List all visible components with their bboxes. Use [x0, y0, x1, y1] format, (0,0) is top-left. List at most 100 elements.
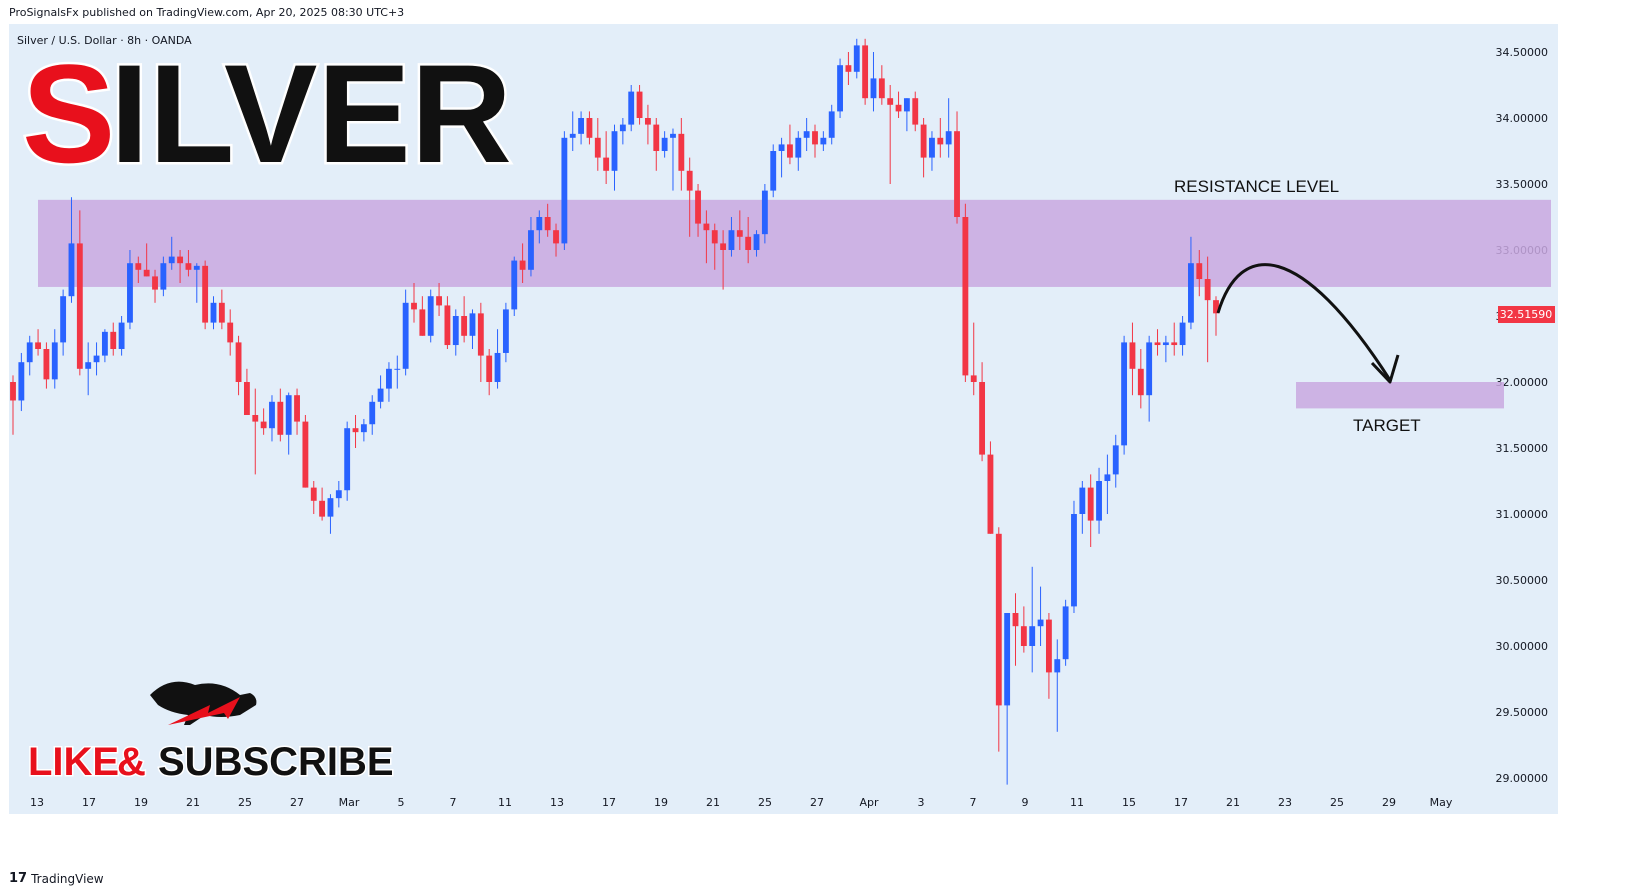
candle-body — [878, 78, 885, 99]
candle-body — [870, 78, 877, 99]
candle-body — [586, 118, 593, 138]
x-tick-label: 5 — [398, 796, 405, 809]
x-tick-label: May — [1430, 796, 1453, 809]
candle-body — [578, 118, 585, 134]
candle-body — [1129, 342, 1136, 369]
y-tick-label: 32.00000 — [1496, 376, 1549, 389]
candle-body — [644, 118, 651, 125]
candle-body — [1213, 300, 1219, 314]
candle-body — [43, 349, 50, 380]
x-tick-label: 19 — [654, 796, 668, 809]
candle-body — [1029, 626, 1036, 646]
candle-body — [594, 137, 601, 158]
x-tick-label: 25 — [758, 796, 772, 809]
x-tick-label: 7 — [970, 796, 977, 809]
candle-body — [787, 144, 793, 158]
candle-body — [1012, 613, 1019, 627]
y-tick-label: 30.50000 — [1496, 574, 1549, 587]
candle-body — [653, 124, 660, 151]
candle-body — [394, 368, 401, 370]
candle-body — [945, 131, 952, 145]
candle-body — [294, 395, 300, 422]
x-tick-label: 23 — [1278, 796, 1292, 809]
promo-subscribe: SUBSCRIBE — [158, 740, 394, 784]
candle-body — [218, 302, 225, 323]
candle-body — [820, 137, 827, 145]
candle-body — [511, 260, 518, 310]
candle-body — [695, 190, 701, 224]
candle-body — [1037, 619, 1044, 627]
forecast-arrowhead — [1370, 354, 1400, 384]
candle-body — [427, 296, 434, 336]
candle-body — [837, 65, 843, 112]
candle-body — [1045, 619, 1052, 673]
candle-body — [35, 342, 41, 349]
candle-body — [661, 137, 668, 151]
candle-body — [853, 45, 860, 72]
x-tick-label: 25 — [238, 796, 252, 809]
target-zone — [1296, 382, 1504, 409]
candle-body — [260, 421, 267, 429]
candle-body — [1054, 659, 1061, 673]
candle-body — [127, 263, 133, 323]
y-tick-label: 31.00000 — [1496, 508, 1549, 521]
candle-body — [1104, 474, 1111, 481]
candle-body — [210, 302, 217, 323]
x-tick-label: 13 — [550, 796, 564, 809]
candle-body — [494, 352, 501, 382]
candle-body — [452, 316, 459, 346]
candle-body — [202, 265, 209, 323]
candle-body — [937, 137, 944, 145]
x-tick-label: 29 — [1382, 796, 1396, 809]
candle-body — [569, 133, 576, 138]
x-tick-label: 21 — [706, 796, 720, 809]
candle-body — [1121, 342, 1128, 446]
candle-body — [369, 401, 376, 425]
candle-body — [686, 170, 693, 191]
candle-body — [436, 296, 442, 306]
promo-like: LIKE — [28, 740, 119, 784]
current-price-text: 32.51590 — [1500, 308, 1553, 321]
zones — [38, 199, 1551, 409]
candle-body — [26, 342, 33, 363]
candle-body — [277, 401, 284, 435]
x-tick-label: 21 — [1226, 796, 1240, 809]
x-tick-label: 17 — [82, 796, 96, 809]
candle-body — [377, 388, 384, 402]
candle-body — [252, 415, 259, 422]
x-tick-label: 25 — [1330, 796, 1344, 809]
x-tick-label: 27 — [290, 796, 304, 809]
chart-background — [9, 24, 1558, 814]
candle-body — [319, 500, 326, 517]
candle-body — [68, 243, 75, 297]
candle-body — [1137, 368, 1144, 396]
candle-body — [477, 313, 484, 356]
candle-body — [979, 382, 986, 455]
candle-body — [402, 302, 409, 369]
candle-body — [628, 91, 635, 125]
candle-body — [536, 217, 543, 231]
candle-body — [502, 309, 509, 353]
candle-body — [912, 98, 919, 125]
x-tick-label: 13 — [30, 796, 44, 809]
bull-logo — [150, 681, 257, 725]
candle-body — [193, 265, 200, 270]
candle-body — [1087, 487, 1094, 521]
candle-body — [1196, 263, 1203, 280]
y-tick-label: 29.50000 — [1496, 706, 1549, 719]
candle-body — [135, 263, 142, 270]
candle-body — [887, 98, 894, 105]
candle-body — [1154, 342, 1161, 346]
candle-body — [962, 217, 969, 376]
x-tick-label: 15 — [1122, 796, 1136, 809]
candle-body — [528, 230, 534, 270]
candle-body — [795, 137, 802, 158]
candle-body — [845, 65, 852, 72]
candle-body — [118, 322, 125, 349]
y-tick-label: 30.00000 — [1496, 640, 1549, 653]
candle-body — [419, 309, 426, 336]
candle-body — [903, 98, 910, 112]
candle-body — [1004, 613, 1011, 706]
candle-body — [335, 490, 342, 499]
